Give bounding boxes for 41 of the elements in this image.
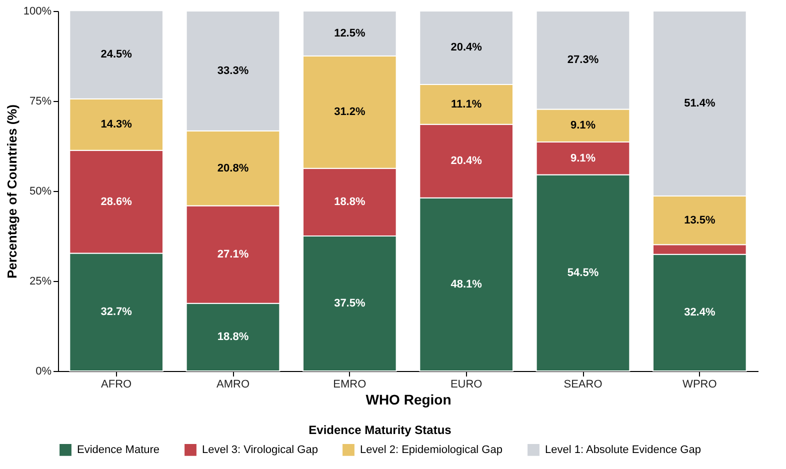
y-tick-label: 100%	[23, 6, 52, 18]
x-axis-title: WHO Region	[366, 392, 452, 408]
y-tick-label: 75%	[29, 96, 52, 108]
data-label: 27.1%	[217, 248, 249, 261]
data-label: 20.4%	[450, 42, 482, 54]
data-label: 32.7%	[100, 306, 132, 318]
legend-label: Level 2: Epidemiological Gap	[360, 444, 502, 456]
data-label: 18.8%	[217, 331, 249, 344]
x-tick-label: AFRO	[101, 378, 132, 390]
data-label: 37.5%	[334, 298, 366, 310]
x-tick-label: EURO	[450, 378, 483, 390]
data-label: 33.3%	[217, 64, 249, 77]
legend-label: Level 1: Absolute Evidence Gap	[545, 444, 701, 456]
data-label: 20.8%	[217, 162, 249, 174]
y-tick-label: 50%	[29, 186, 52, 198]
data-label: 27.3%	[567, 54, 599, 66]
data-label: 54.5%	[567, 266, 599, 279]
y-tick-label: 25%	[29, 276, 52, 288]
data-label: 12.5%	[334, 28, 366, 40]
y-tick-label: 0%	[36, 366, 52, 378]
data-label: 28.6%	[100, 196, 132, 208]
data-label: 9.1%	[570, 120, 596, 132]
data-label: 13.5%	[684, 214, 716, 226]
data-label: 32.4%	[684, 306, 716, 319]
legend-title: Evidence Maturity Status	[308, 423, 452, 437]
x-tick-label: WPRO	[682, 378, 718, 390]
data-label: 18.8%	[334, 196, 366, 208]
data-label: 31.2%	[334, 106, 366, 118]
legend-label: Level 3: Virological Gap	[202, 444, 318, 456]
data-label: 51.4%	[684, 98, 716, 110]
data-label: 14.3%	[100, 118, 132, 131]
y-axis-title: Percentage of Countries (%)	[4, 104, 20, 279]
x-tick-label: SEARO	[564, 378, 603, 390]
data-label: 20.4%	[450, 155, 482, 168]
data-label: 9.1%	[570, 152, 596, 164]
data-label: 11.1%	[451, 98, 482, 110]
x-tick-label: EMRO	[333, 378, 367, 390]
legend-label: Evidence Mature	[77, 444, 160, 456]
data-label: 24.5%	[100, 48, 132, 61]
x-tick-label: AMRO	[216, 378, 250, 390]
data-label: 48.1%	[450, 278, 482, 290]
